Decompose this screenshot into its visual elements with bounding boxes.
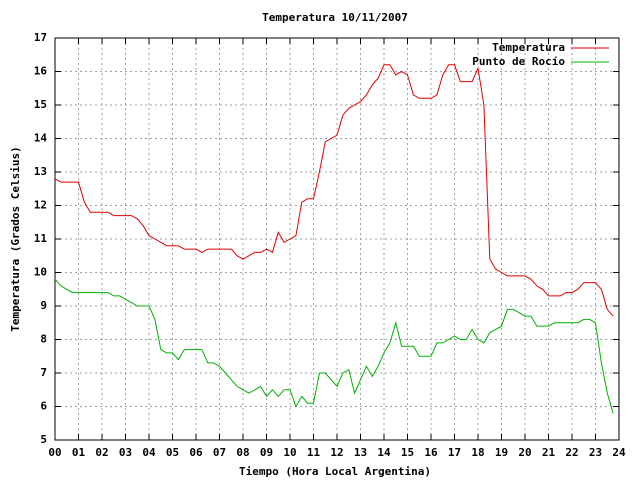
y-tick-label: 8	[40, 333, 47, 346]
x-tick-label: 22	[565, 446, 578, 459]
y-tick-label: 6	[40, 400, 47, 413]
x-tick-label: 24	[612, 446, 626, 459]
x-tick-label: 07	[213, 446, 226, 459]
data-line	[54, 278, 614, 414]
y-tick-label: 7	[40, 366, 47, 379]
x-tick-label: 06	[189, 446, 203, 459]
x-tick-label: 20	[518, 446, 531, 459]
plot-frame	[54, 37, 620, 441]
x-tick-label: 18	[471, 446, 484, 459]
y-tick-label: 17	[34, 31, 47, 44]
x-tick-label: 13	[354, 446, 367, 459]
data-line	[54, 64, 614, 317]
y-tick-label: 11	[34, 232, 48, 245]
x-tick-label: 21	[542, 446, 556, 459]
chart-title: Temperatura 10/11/2007	[262, 11, 408, 24]
y-tick-label: 5	[40, 433, 47, 446]
y-tick-label: 9	[40, 299, 47, 312]
x-tick-label: 23	[589, 446, 602, 459]
x-tick-label: 00	[48, 446, 61, 459]
x-tick-label: 12	[330, 446, 343, 459]
x-tick-label: 14	[377, 446, 391, 459]
x-tick-label: 15	[401, 446, 414, 459]
x-tick-label: 04	[142, 446, 156, 459]
y-tick-label: 10	[34, 266, 47, 279]
x-tick-label: 16	[424, 446, 438, 459]
x-tick-label: 01	[72, 446, 86, 459]
y-tick-label: 13	[34, 165, 47, 178]
y-axis-label: Temperatura (Grados Celsius)	[9, 146, 22, 331]
legend-label: Temperatura	[492, 41, 565, 54]
y-tick-label: 16	[34, 65, 48, 78]
y-tick-label: 12	[34, 199, 47, 212]
x-tick-label: 03	[119, 446, 132, 459]
y-tick-label: 14	[34, 132, 48, 145]
x-tick-label: 11	[307, 446, 321, 459]
x-axis-label: Tiempo (Hora Local Argentina)	[239, 465, 431, 478]
x-tick-label: 02	[95, 446, 108, 459]
x-tick-label: 05	[166, 446, 179, 459]
x-tick-label: 17	[448, 446, 461, 459]
x-tick-label: 19	[495, 446, 508, 459]
y-tick-label: 15	[34, 98, 47, 111]
legend-label: Punto de Rocío	[472, 55, 565, 68]
x-tick-label: 09	[260, 446, 273, 459]
x-tick-label: 08	[236, 446, 249, 459]
x-tick-label: 10	[283, 446, 296, 459]
